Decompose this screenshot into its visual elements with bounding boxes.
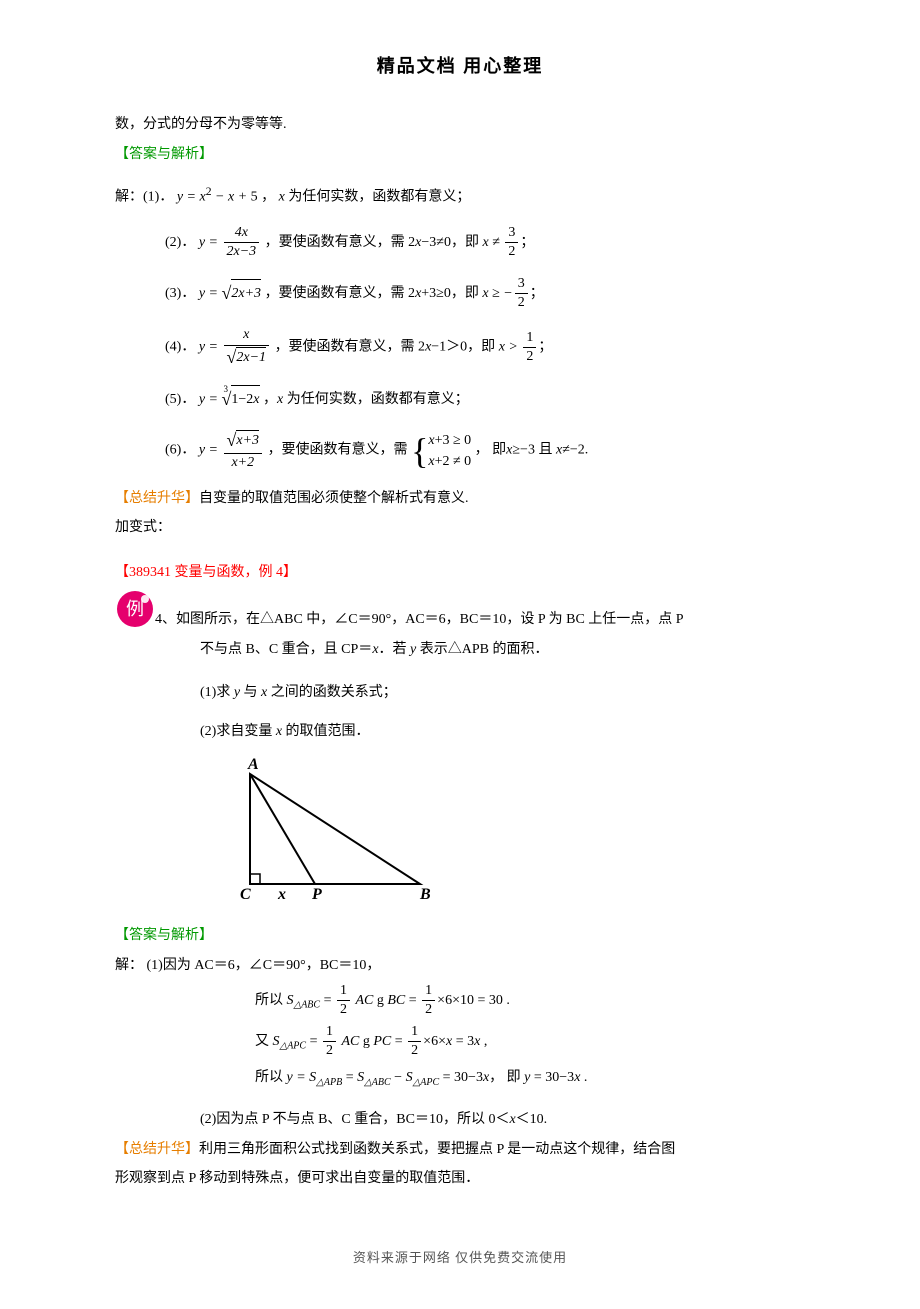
solution-eq-abc: 所以 S△ABC = 12 AC g BC = 12×6×10 = 30 .: [115, 982, 805, 1019]
triangle-figure: A C B P x: [220, 754, 805, 913]
example-badge-icon: 例: [115, 589, 155, 629]
point-p: P: [311, 886, 322, 903]
solution-eq-apc: 又 S△APC = 12 AC g PC = 12×6×x = 3x ,: [115, 1023, 805, 1060]
vertex-c: C: [240, 886, 251, 903]
vertex-b: B: [419, 886, 431, 903]
summary-2: 【总结升华】利用三角形面积公式找到函数关系式，要把握点 P 是一动点这个规律，结…: [115, 1137, 805, 1162]
document-page: 精品文档 用心整理 数，分式的分母不为零等等. 【答案与解析】 解：(1)． y…: [0, 0, 920, 1309]
page-footer: 资料来源于网络 仅供免费交流使用: [115, 1246, 805, 1269]
answer-label-2: 【答案与解析】: [115, 923, 805, 948]
example-4-line2: 不与点 B、C 重合，且 CP＝x．若 y 表示△APB 的面积．: [115, 637, 805, 662]
example-4-q2: (2)求自变量 x 的取值范围．: [115, 719, 805, 744]
example-4-heading: 例 4、如图所示，在△ABC 中，∠C＝90°，AC＝6，BC＝10，设 P 为…: [115, 589, 805, 632]
solution-eq-apb: 所以 y = S△APB = S△ABC − S△APC = 30−3x， 即 …: [115, 1065, 805, 1092]
summary-1: 【总结升华】自变量的取值范围必须使整个解析式有意义.: [115, 486, 805, 511]
summary-label: 【总结升华】: [115, 491, 199, 506]
summary2-text-line2: 形观察到点 P 移动到特殊点，便可求出自变量的取值范围．: [115, 1166, 805, 1191]
solution-item-2: (2)． y = 4x2x−3 ，要使函数有意义，需 2x−3≠0，即 x ≠ …: [115, 224, 805, 261]
summary-label-2: 【总结升华】: [115, 1142, 199, 1157]
page-header: 精品文档 用心整理: [115, 50, 805, 82]
reference-red: 【389341 变量与函数，例 4】: [115, 560, 805, 585]
solution-item-5: (5)． y = 3√1−2x ，x 为任何实数，函数都有意义；: [115, 383, 805, 415]
solution-item-6: (6)． y = √x+3 x+2 ，要使函数有意义，需 { x+3 ≥ 0 x…: [115, 429, 805, 472]
badge-text: 例: [126, 599, 144, 619]
example-4-lead: 4、如图所示，在△ABC 中，∠C＝90°，AC＝6，BC＝10，设 P 为 B…: [155, 589, 684, 632]
example-4-q1: (1)求 y 与 x 之间的函数关系式；: [115, 680, 805, 705]
summary-text: 自变量的取值范围必须使整个解析式有意义.: [199, 491, 469, 506]
add-variant: 加变式：: [115, 515, 805, 540]
answer-label: 【答案与解析】: [115, 142, 805, 167]
vertex-a: A: [247, 756, 259, 773]
solution-item-4: (4)． y = x √2x−1 ，要使函数有意义，需 2x−1＞0，即 x >…: [115, 326, 805, 369]
solution-item-1: 解：(1)． y = x2 − x + 5 ， x 为任何实数，函数都有意义；: [115, 181, 805, 210]
solution-lead: 解： (1)因为 AC＝6，∠C＝90°，BC＝10，: [115, 953, 805, 978]
summary2-text-line1: 利用三角形面积公式找到函数关系式，要把握点 P 是一动点这个规律，结合图: [199, 1142, 675, 1157]
solve-prefix: 解：: [115, 189, 143, 204]
solution-part2: (2)因为点 P 不与点 B、C 重合，BC＝10，所以 0＜x＜10.: [115, 1107, 805, 1132]
solution-item-3: (3)． y = √2x+3 ，要使函数有意义，需 2x+3≥0，即 x ≥ −…: [115, 275, 805, 312]
segment-x: x: [277, 886, 286, 903]
intro-line: 数，分式的分母不为零等等.: [115, 112, 805, 137]
